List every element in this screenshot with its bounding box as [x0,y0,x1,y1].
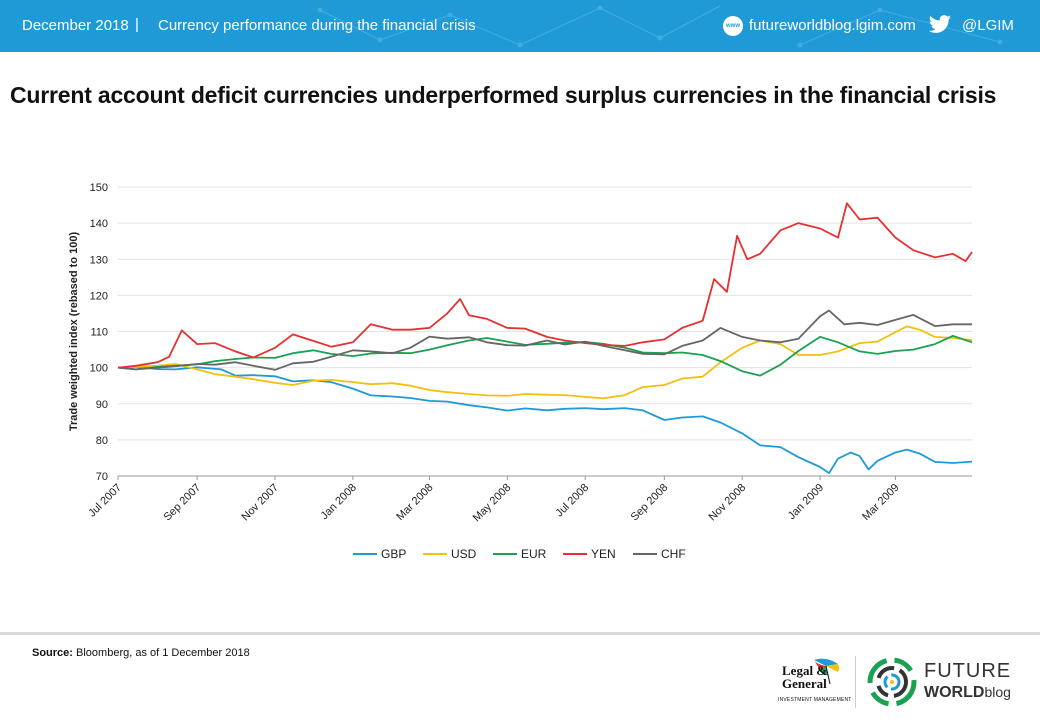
fw-world-text: WORLD [924,684,985,701]
x-tick-label: Jan 2009 [786,482,826,522]
x-tick-label: Jul 2008 [553,482,591,520]
legal-general-line1: Legal & [782,663,828,678]
legend-label-yen: YEN [591,547,616,561]
series-line-gbp [117,366,973,474]
globe-icon[interactable]: www [723,16,743,36]
legal-general-wordmark: Legal & General [782,664,827,690]
logo-divider [855,656,856,708]
twitter-bird-icon[interactable] [928,15,952,35]
y-axis-label: Trade weighted index (rebased to 100) [68,232,80,432]
future-world-wordmark-line1: FUTURE [924,660,1012,682]
series-line-chf [117,309,972,371]
header-separator: | [135,16,139,33]
source-note: Source: Bloomberg, as of 1 December 2018 [32,647,250,659]
header-date: December 2018 [22,17,129,34]
y-tick-label: 150 [90,182,108,194]
twitter-handle-link[interactable]: @LGIM [962,17,1014,34]
chart-title: Current account deficit currencies under… [10,82,997,108]
fw-blog-text: blog [984,684,1011,700]
header-subtitle: Currency performance during the financia… [158,17,476,34]
header-bar: December 2018 | Currency performance dur… [0,0,1040,52]
y-tick-label: 130 [90,254,108,266]
future-world-wordmark-line2: WORLDblog [924,684,1011,702]
website-link[interactable]: futureworldblog.lgim.com [749,17,916,34]
source-label: Source: [32,647,73,659]
y-tick-label: 140 [90,218,108,230]
x-tick-label: Jul 2007 [86,482,124,520]
x-tick-label: Nov 2008 [707,482,749,524]
y-tick-label: 100 [90,363,108,375]
source-text: Bloomberg, as of 1 December 2018 [76,647,250,659]
series-line-usd [117,325,973,400]
y-tick-label: 120 [90,290,108,302]
x-tick-label: Jan 2008 [319,482,359,522]
legend-label-eur: EUR [521,547,547,561]
x-tick-label: May 2008 [471,482,514,525]
x-tick-label: Nov 2007 [239,482,281,524]
footer-divider [0,632,1040,635]
legend-label-gbp: GBP [381,547,406,561]
legend-label-chf: CHF [661,547,686,561]
y-tick-label: 80 [96,435,108,447]
x-tick-label: Mar 2008 [394,482,435,523]
x-tick-label: Sep 2008 [629,482,671,524]
legal-general-line2: General [782,676,827,691]
legend-label-usd: USD [451,547,477,561]
legal-general-umbrella-logo [814,658,839,685]
network-pattern-decoration [317,5,1003,48]
y-tick-label: 70 [96,471,108,483]
x-tick-label: Mar 2009 [860,482,901,523]
series-line-eur [117,334,973,377]
y-tick-label: 90 [96,399,108,411]
future-world-logo-icon [867,657,917,707]
series-line-yen [117,202,973,369]
x-tick-label: Sep 2007 [161,482,203,524]
legal-general-subline: INVESTMENT MANAGEMENT [778,697,852,703]
y-tick-label: 110 [90,327,108,339]
line-chart: 70 80 90 100 110 120 130 140 150 Trade weighted i… [68,182,973,561]
